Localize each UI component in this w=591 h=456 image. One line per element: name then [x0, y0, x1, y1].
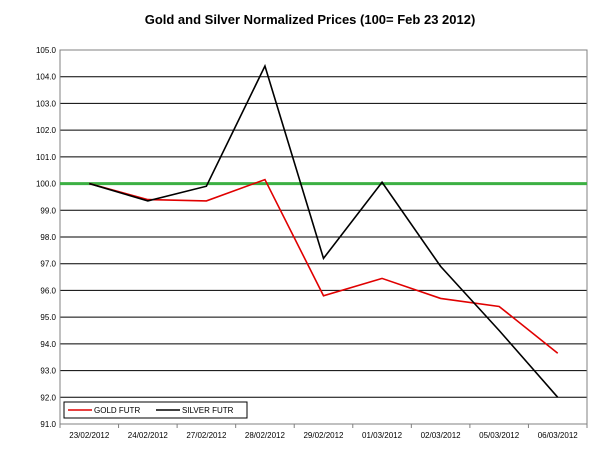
y-tick-label: 102.0 [36, 126, 57, 135]
legend-box [63, 401, 248, 419]
x-tick-label: 02/03/2012 [421, 431, 462, 440]
y-tick-label: 100.0 [36, 180, 57, 189]
series-line-silver-futr [89, 63, 559, 398]
x-tick-label: 23/02/2012 [69, 431, 110, 440]
legend-label-silver-futr: SILVER FUTR [182, 406, 234, 415]
chart-title: Gold and Silver Normalized Prices (100= … [145, 12, 476, 27]
y-tick-label: 94.0 [40, 340, 56, 349]
plot-area [59, 49, 588, 425]
y-tick-label: 99.0 [40, 206, 56, 215]
y-tick-label: 97.0 [40, 260, 56, 269]
x-tick-label: 24/02/2012 [128, 431, 169, 440]
x-tick-label: 29/02/2012 [303, 431, 344, 440]
x-axis-tick-labels: 23/02/2012 24/02/2012 27/02/2012 28/02/2012… [59, 424, 588, 440]
series-lines [89, 63, 559, 398]
y-tick-label: 103.0 [36, 99, 57, 108]
y-tick-label: 101.0 [36, 153, 57, 162]
x-tick-label: 27/02/2012 [186, 431, 227, 440]
y-tick-label: 104.0 [36, 73, 57, 82]
series-line-gold-futr [89, 178, 559, 354]
legend-items: GOLD FUTR SILVER FUTR [68, 406, 234, 415]
legend: GOLD FUTR SILVER FUTR [63, 401, 248, 419]
grid-lines [60, 49, 587, 425]
y-tick-label: 105.0 [36, 46, 57, 55]
y-tick-label: 91.0 [40, 420, 56, 429]
x-tick-label: 05/03/2012 [479, 431, 520, 440]
x-tick-label: 06/03/2012 [538, 431, 579, 440]
x-tick-label: 28/02/2012 [245, 431, 286, 440]
x-tick-label: 01/03/2012 [362, 431, 403, 440]
y-tick-label: 95.0 [40, 313, 56, 322]
legend-label-gold-futr: GOLD FUTR [94, 406, 140, 415]
y-tick-label: 92.0 [40, 393, 56, 402]
y-tick-label: 96.0 [40, 286, 56, 295]
y-tick-label: 93.0 [40, 367, 56, 376]
y-tick-label: 98.0 [40, 233, 56, 242]
y-axis-tick-labels: 105.0 104.0 103.0 102.0 101.0 100.0 99.0 98.0 97… [36, 46, 57, 429]
